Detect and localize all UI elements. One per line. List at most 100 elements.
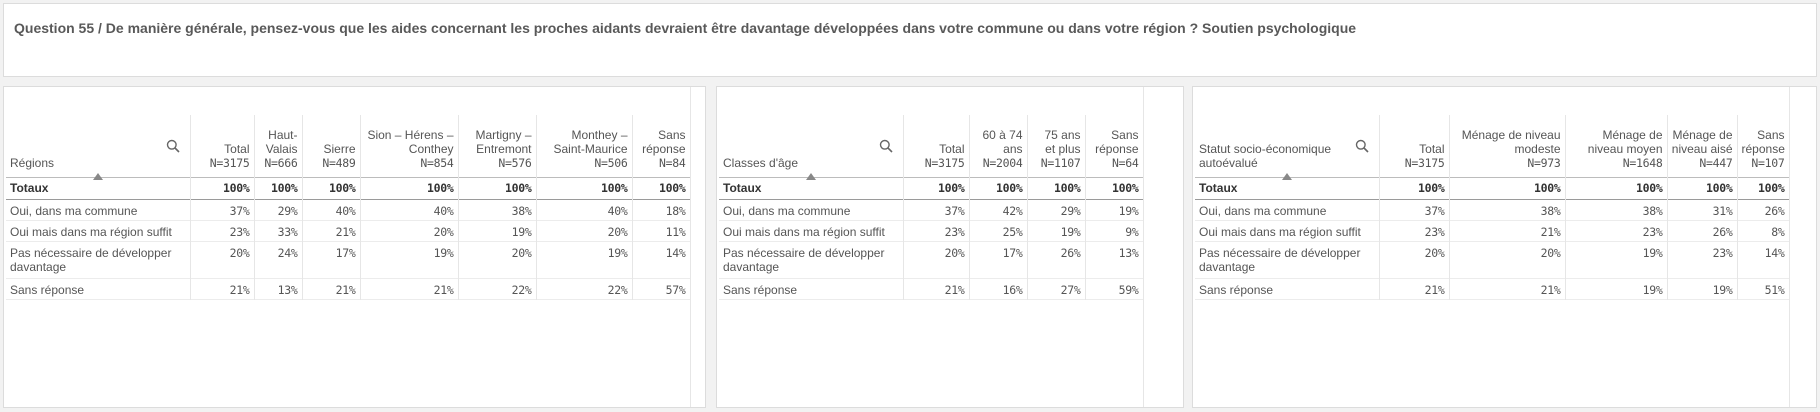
row-label[interactable]: Oui mais dans ma région suffit — [1195, 220, 1380, 241]
row-label[interactable]: Oui mais dans ma région suffit — [719, 220, 904, 241]
dimension-header[interactable]: Classes d'âge — [719, 115, 904, 180]
pivot-table-socioeconomic-status[interactable]: Statut socio-économique autoévalué Total N… — [1192, 86, 1817, 408]
table-cell: 18% — [632, 199, 691, 220]
column-header[interactable]: Sierre N=489 — [302, 115, 361, 177]
table-cell: 21% — [190, 278, 255, 299]
table-cell: 27% — [1027, 278, 1086, 299]
totals-row: Totaux 100% 100% 100% 100% — [719, 177, 1144, 199]
dimension-label: Classes d'âge — [723, 155, 798, 170]
column-label: 75 ans et plus — [1044, 127, 1081, 156]
question-title: Question 55 / De manière générale, pense… — [14, 20, 1357, 36]
column-header[interactable]: Total N=3175 — [1379, 115, 1450, 177]
table-header-row: Statut socio-économique autoévalué Total N… — [1195, 115, 1790, 180]
table-cell: 20% — [903, 241, 970, 278]
column-header[interactable]: Martigny – Entremont N=576 — [458, 115, 537, 177]
row-label[interactable]: Pas nécessaire de développer davantage — [6, 241, 191, 278]
table-row: Oui, dans ma commune 37% 29% 40% 40% 38% 40% 18… — [6, 199, 691, 220]
column-sample-size: N=84 — [659, 155, 686, 170]
row-label[interactable]: Sans réponse — [1195, 278, 1380, 299]
table-row: Oui, dans ma commune 37% 38% 38% 31% 26% — [1195, 199, 1790, 220]
table-cell: 9% — [1085, 220, 1144, 241]
table-cell: 21% — [1449, 220, 1566, 241]
totals-label: Totaux — [719, 177, 904, 199]
search-icon[interactable] — [166, 139, 180, 153]
dimension-label: Régions — [10, 155, 55, 170]
sort-ascending-icon[interactable] — [92, 169, 103, 180]
totals-label: Totaux — [6, 177, 191, 199]
table-cell: 37% — [1379, 199, 1450, 220]
column-header[interactable]: Ménage de niveau modeste N=973 — [1449, 115, 1566, 177]
column-header[interactable]: Sion – Hérens – Conthey N=854 — [360, 115, 459, 177]
table-cell: 29% — [254, 199, 303, 220]
column-header[interactable]: Ménage de niveau moyen N=1648 — [1565, 115, 1668, 177]
table-cell: 51% — [1737, 278, 1790, 299]
table-cell: 21% — [302, 220, 361, 241]
dimension-header[interactable]: Régions — [6, 115, 191, 180]
pivot-table-regions[interactable]: Régions Total N=3175 Haut-Valais N=666 Sierre… — [3, 86, 706, 408]
table-scroll-area: Classes d'âge Total N=3175 60 à 74 ans N=200… — [719, 87, 1144, 407]
table-cell: 24% — [254, 241, 303, 278]
sort-ascending-icon[interactable] — [805, 169, 816, 180]
table-cell: 33% — [254, 220, 303, 241]
column-header[interactable]: Sans réponse N=64 — [1085, 115, 1144, 177]
row-label[interactable]: Oui, dans ma commune — [719, 199, 904, 220]
search-icon[interactable] — [879, 139, 893, 153]
table-cell: 19% — [1565, 278, 1668, 299]
table-cell: 23% — [1565, 220, 1668, 241]
table-cell: 29% — [1027, 199, 1086, 220]
column-header[interactable]: Sans réponse N=107 — [1737, 115, 1790, 177]
table-row: Pas nécessaire de développer davantage 20… — [6, 241, 691, 278]
table-cell: 14% — [632, 241, 691, 278]
column-label: Total — [939, 141, 965, 156]
totals-cell: 100% — [969, 177, 1028, 199]
search-icon[interactable] — [1355, 139, 1369, 153]
table-row: Sans réponse 21% 21% 19% 19% 51% — [1195, 278, 1790, 299]
column-label: Ménage de niveau aisé — [1671, 127, 1733, 156]
table-cell: 19% — [1667, 278, 1738, 299]
table-cell: 19% — [1565, 241, 1668, 278]
table-row: Oui mais dans ma région suffit 23% 33% 21% 2… — [6, 220, 691, 241]
totals-cell: 100% — [1565, 177, 1668, 199]
table-age-classes: Classes d'âge Total N=3175 60 à 74 ans N=200… — [719, 115, 1144, 300]
column-header[interactable]: Monthey – Saint-Maurice N=506 — [536, 115, 633, 177]
dimension-header[interactable]: Statut socio-économique autoévalué — [1195, 115, 1380, 180]
totals-cell: 100% — [1667, 177, 1738, 199]
table-cell: 19% — [1027, 220, 1086, 241]
table-scroll-area: Statut socio-économique autoévalué Total N… — [1195, 87, 1790, 407]
table-cell: 25% — [969, 220, 1028, 241]
row-label[interactable]: Pas nécessaire de développer davantage — [1195, 241, 1380, 278]
table-cell: 19% — [458, 220, 537, 241]
table-cell: 57% — [632, 278, 691, 299]
table-cell: 31% — [1667, 199, 1738, 220]
table-row: Sans réponse 21% 13% 21% 21% 22% 22% 57% — [6, 278, 691, 299]
totals-label: Totaux — [1195, 177, 1380, 199]
column-label: Ménage de niveau modeste — [1461, 127, 1561, 156]
row-label[interactable]: Sans réponse — [6, 278, 191, 299]
column-header[interactable]: Haut-Valais N=666 — [254, 115, 303, 177]
column-header[interactable]: 60 à 74 ans N=2004 — [969, 115, 1028, 177]
column-header[interactable]: Sans réponse N=84 — [632, 115, 691, 177]
column-label: Sion – Hérens – Conthey — [367, 127, 454, 156]
row-label[interactable]: Oui mais dans ma région suffit — [6, 220, 191, 241]
column-header[interactable]: Total N=3175 — [190, 115, 255, 177]
table-cell: 21% — [302, 278, 361, 299]
table-cell: 20% — [360, 220, 459, 241]
row-label[interactable]: Pas nécessaire de développer davantage — [719, 241, 904, 278]
row-label[interactable]: Oui, dans ma commune — [1195, 199, 1380, 220]
sort-ascending-icon[interactable] — [1281, 169, 1292, 180]
column-sample-size: N=447 — [1699, 155, 1733, 170]
column-label: Martigny – Entremont — [475, 127, 532, 156]
column-header[interactable]: 75 ans et plus N=1107 — [1027, 115, 1086, 177]
totals-cell: 100% — [1379, 177, 1450, 199]
column-header[interactable]: Total N=3175 — [903, 115, 970, 177]
column-label: Ménage de niveau moyen — [1587, 127, 1663, 156]
row-label[interactable]: Sans réponse — [719, 278, 904, 299]
totals-cell: 100% — [536, 177, 633, 199]
table-cell: 8% — [1737, 220, 1790, 241]
row-label[interactable]: Oui, dans ma commune — [6, 199, 191, 220]
table-cell: 38% — [1565, 199, 1668, 220]
totals-cell: 100% — [254, 177, 303, 199]
column-header[interactable]: Ménage de niveau aisé N=447 — [1667, 115, 1738, 177]
table-row: Pas nécessaire de développer davantage 20… — [719, 241, 1144, 278]
pivot-table-age-classes[interactable]: Classes d'âge Total N=3175 60 à 74 ans N=200… — [716, 86, 1184, 408]
